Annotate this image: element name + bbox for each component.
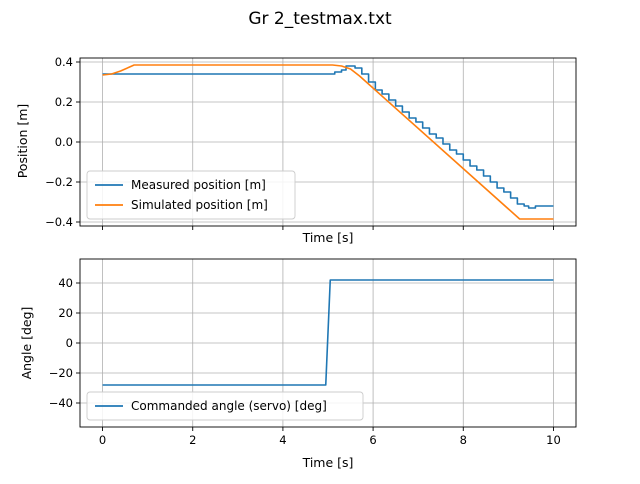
position-legend-label-1: Measured position [m] bbox=[131, 178, 266, 192]
angle-x-tick-label: 10 bbox=[546, 433, 561, 447]
angle-y-tick-label: −20 bbox=[49, 366, 73, 380]
position-y-tick-label: −0.2 bbox=[45, 175, 73, 189]
figure-title: Gr 2_testmax.txt bbox=[248, 9, 392, 29]
position-x-axis-label: Time [s] bbox=[302, 230, 354, 245]
angle-y-tick-label: 40 bbox=[58, 276, 73, 290]
position-y-tick-label: 0.0 bbox=[55, 135, 73, 149]
position-legend-box bbox=[86, 170, 296, 220]
position-series-line-2 bbox=[102, 64, 554, 220]
angle-x-tick-label: 0 bbox=[99, 433, 106, 447]
position-y-tick-label: 0.4 bbox=[55, 55, 73, 69]
angle-x-tick-label: 2 bbox=[189, 433, 196, 447]
angle-x-axis-label: Time [s] bbox=[302, 455, 354, 470]
position-y-tick-label: −0.4 bbox=[45, 215, 73, 229]
angle-x-tick-label: 6 bbox=[369, 433, 376, 447]
angle-legend: Commanded angle (servo) [deg] bbox=[86, 391, 364, 421]
angle-x-tick-label: 8 bbox=[460, 433, 467, 447]
position-y-axis-label: Position [m] bbox=[15, 104, 30, 179]
position-y-tick-label: 0.2 bbox=[55, 95, 73, 109]
position-legend: Measured position [m] Simulated position … bbox=[86, 170, 296, 220]
angle-y-tick-label: 0 bbox=[66, 336, 73, 350]
position-series-line-1 bbox=[102, 65, 554, 209]
angle-legend-label-1: Commanded angle (servo) [deg] bbox=[131, 399, 327, 413]
angle-y-tick-label: 20 bbox=[58, 306, 73, 320]
angle-series-line-1 bbox=[102, 279, 554, 386]
position-subplot: −0.4 −0.2 0.0 0.2 0.4 Measured position [m] Si… bbox=[45, 55, 577, 230]
position-legend-label-2: Simulated position [m] bbox=[131, 198, 268, 212]
angle-y-axis-label: Angle [deg] bbox=[19, 307, 34, 380]
angle-legend-box bbox=[86, 391, 364, 421]
angle-subplot: 0 2 4 6 8 10 −40 −20 0 20 40 Commanded angle (servo… bbox=[49, 258, 577, 447]
angle-y-tick-label: −40 bbox=[49, 396, 73, 410]
angle-x-tick-label: 4 bbox=[279, 433, 286, 447]
